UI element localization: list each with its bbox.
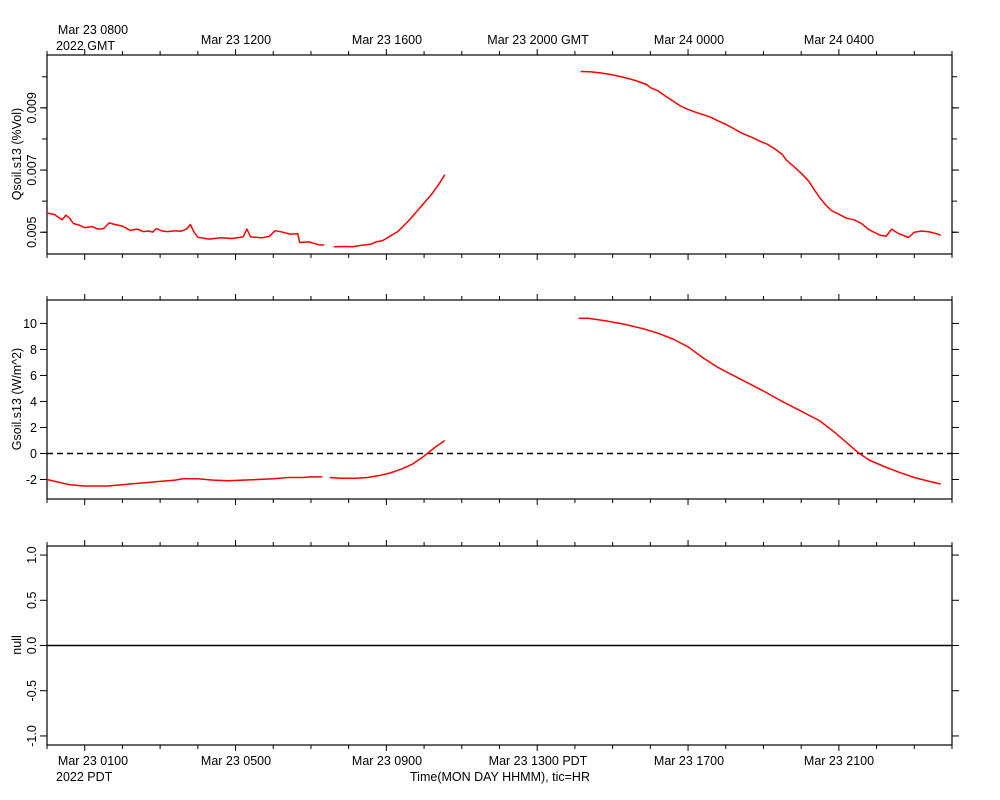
series-line <box>580 70 941 239</box>
top-axis-year-label: 2022 GMT <box>56 39 115 53</box>
tick-marks <box>40 294 959 505</box>
y-axis-title: null <box>10 635 24 654</box>
y-tick-label: 0.007 <box>25 154 39 185</box>
y-tick-label: 0 <box>30 447 37 461</box>
top-axis-labels: Mar 23 0800 2022 GMT Mar 23 1200 Mar 23 … <box>56 23 874 53</box>
y-tick-label: 0.009 <box>25 92 39 123</box>
y-tick-labels: 0.005 0.007 0.009 <box>25 92 39 248</box>
y-tick-labels: -1.0 -0.5 0.0 0.5 1.0 <box>25 546 39 746</box>
bottom-axis-label: Mar 23 0900 <box>352 754 422 768</box>
x-axis-title: Time(MON DAY HHMM), tic=HR <box>410 770 590 784</box>
panel-qsoil: 0.005 0.007 0.009 Qsoil.s13 (%Vol) <box>10 49 959 260</box>
bottom-axis-label: Mar 23 2100 <box>804 754 874 768</box>
bottom-axis-labels: Mar 23 0100 2022 PDT Mar 23 0500 Mar 23 … <box>56 754 874 784</box>
y-tick-labels: -2 0 2 4 6 8 10 <box>23 317 37 487</box>
bottom-axis-label: Mar 23 0500 <box>201 754 271 768</box>
y-tick-label: 0.0 <box>25 637 39 654</box>
plot-frame <box>46 299 953 500</box>
top-axis-label: Mar 24 0400 <box>804 33 874 47</box>
y-axis-title: Qsoil.s13 (%Vol) <box>10 108 24 200</box>
top-axis-label: Mar 23 1600 <box>352 33 422 47</box>
top-axis-label: Mar 24 0000 <box>654 33 724 47</box>
series-line <box>333 174 446 248</box>
y-tick-label: -0.5 <box>25 680 39 702</box>
series-lines <box>46 317 941 487</box>
tick-marks <box>40 540 959 751</box>
bottom-axis-label: Mar 23 1300 PDT <box>489 754 588 768</box>
top-axis-label: Mar 23 1200 <box>201 33 271 47</box>
y-tick-label: 8 <box>30 343 37 357</box>
top-axis-label: Mar 23 0800 <box>58 23 128 37</box>
panel-gsoil: -2 0 2 4 6 8 10 Gsoil.s13 (W/m^2) <box>10 294 959 505</box>
top-axis-label: Mar 23 2000 GMT <box>487 33 589 47</box>
y-tick-label: -2 <box>26 473 37 487</box>
y-tick-label: 0.5 <box>25 592 39 609</box>
series-lines <box>46 70 941 248</box>
y-tick-label: 0.005 <box>25 217 39 248</box>
y-tick-label: 4 <box>30 395 37 409</box>
y-tick-label: 2 <box>30 421 37 435</box>
series-line <box>578 317 941 485</box>
plot-frame <box>46 54 953 255</box>
series-line <box>46 212 325 246</box>
panel-null: -1.0 -0.5 0.0 0.5 1.0 null <box>10 540 959 751</box>
y-tick-label: 10 <box>23 317 37 331</box>
y-tick-label: 1.0 <box>25 546 39 563</box>
y-tick-label: -1.0 <box>25 725 39 747</box>
bottom-axis-label: Mar 23 0100 <box>58 754 128 768</box>
series-line <box>46 476 323 487</box>
y-tick-label: 6 <box>30 369 37 383</box>
bottom-axis-year-label: 2022 PDT <box>56 770 113 784</box>
y-axis-title: Gsoil.s13 (W/m^2) <box>10 348 24 450</box>
tick-marks <box>40 49 959 260</box>
bottom-axis-label: Mar 23 1700 <box>654 754 724 768</box>
series-line <box>329 439 446 479</box>
